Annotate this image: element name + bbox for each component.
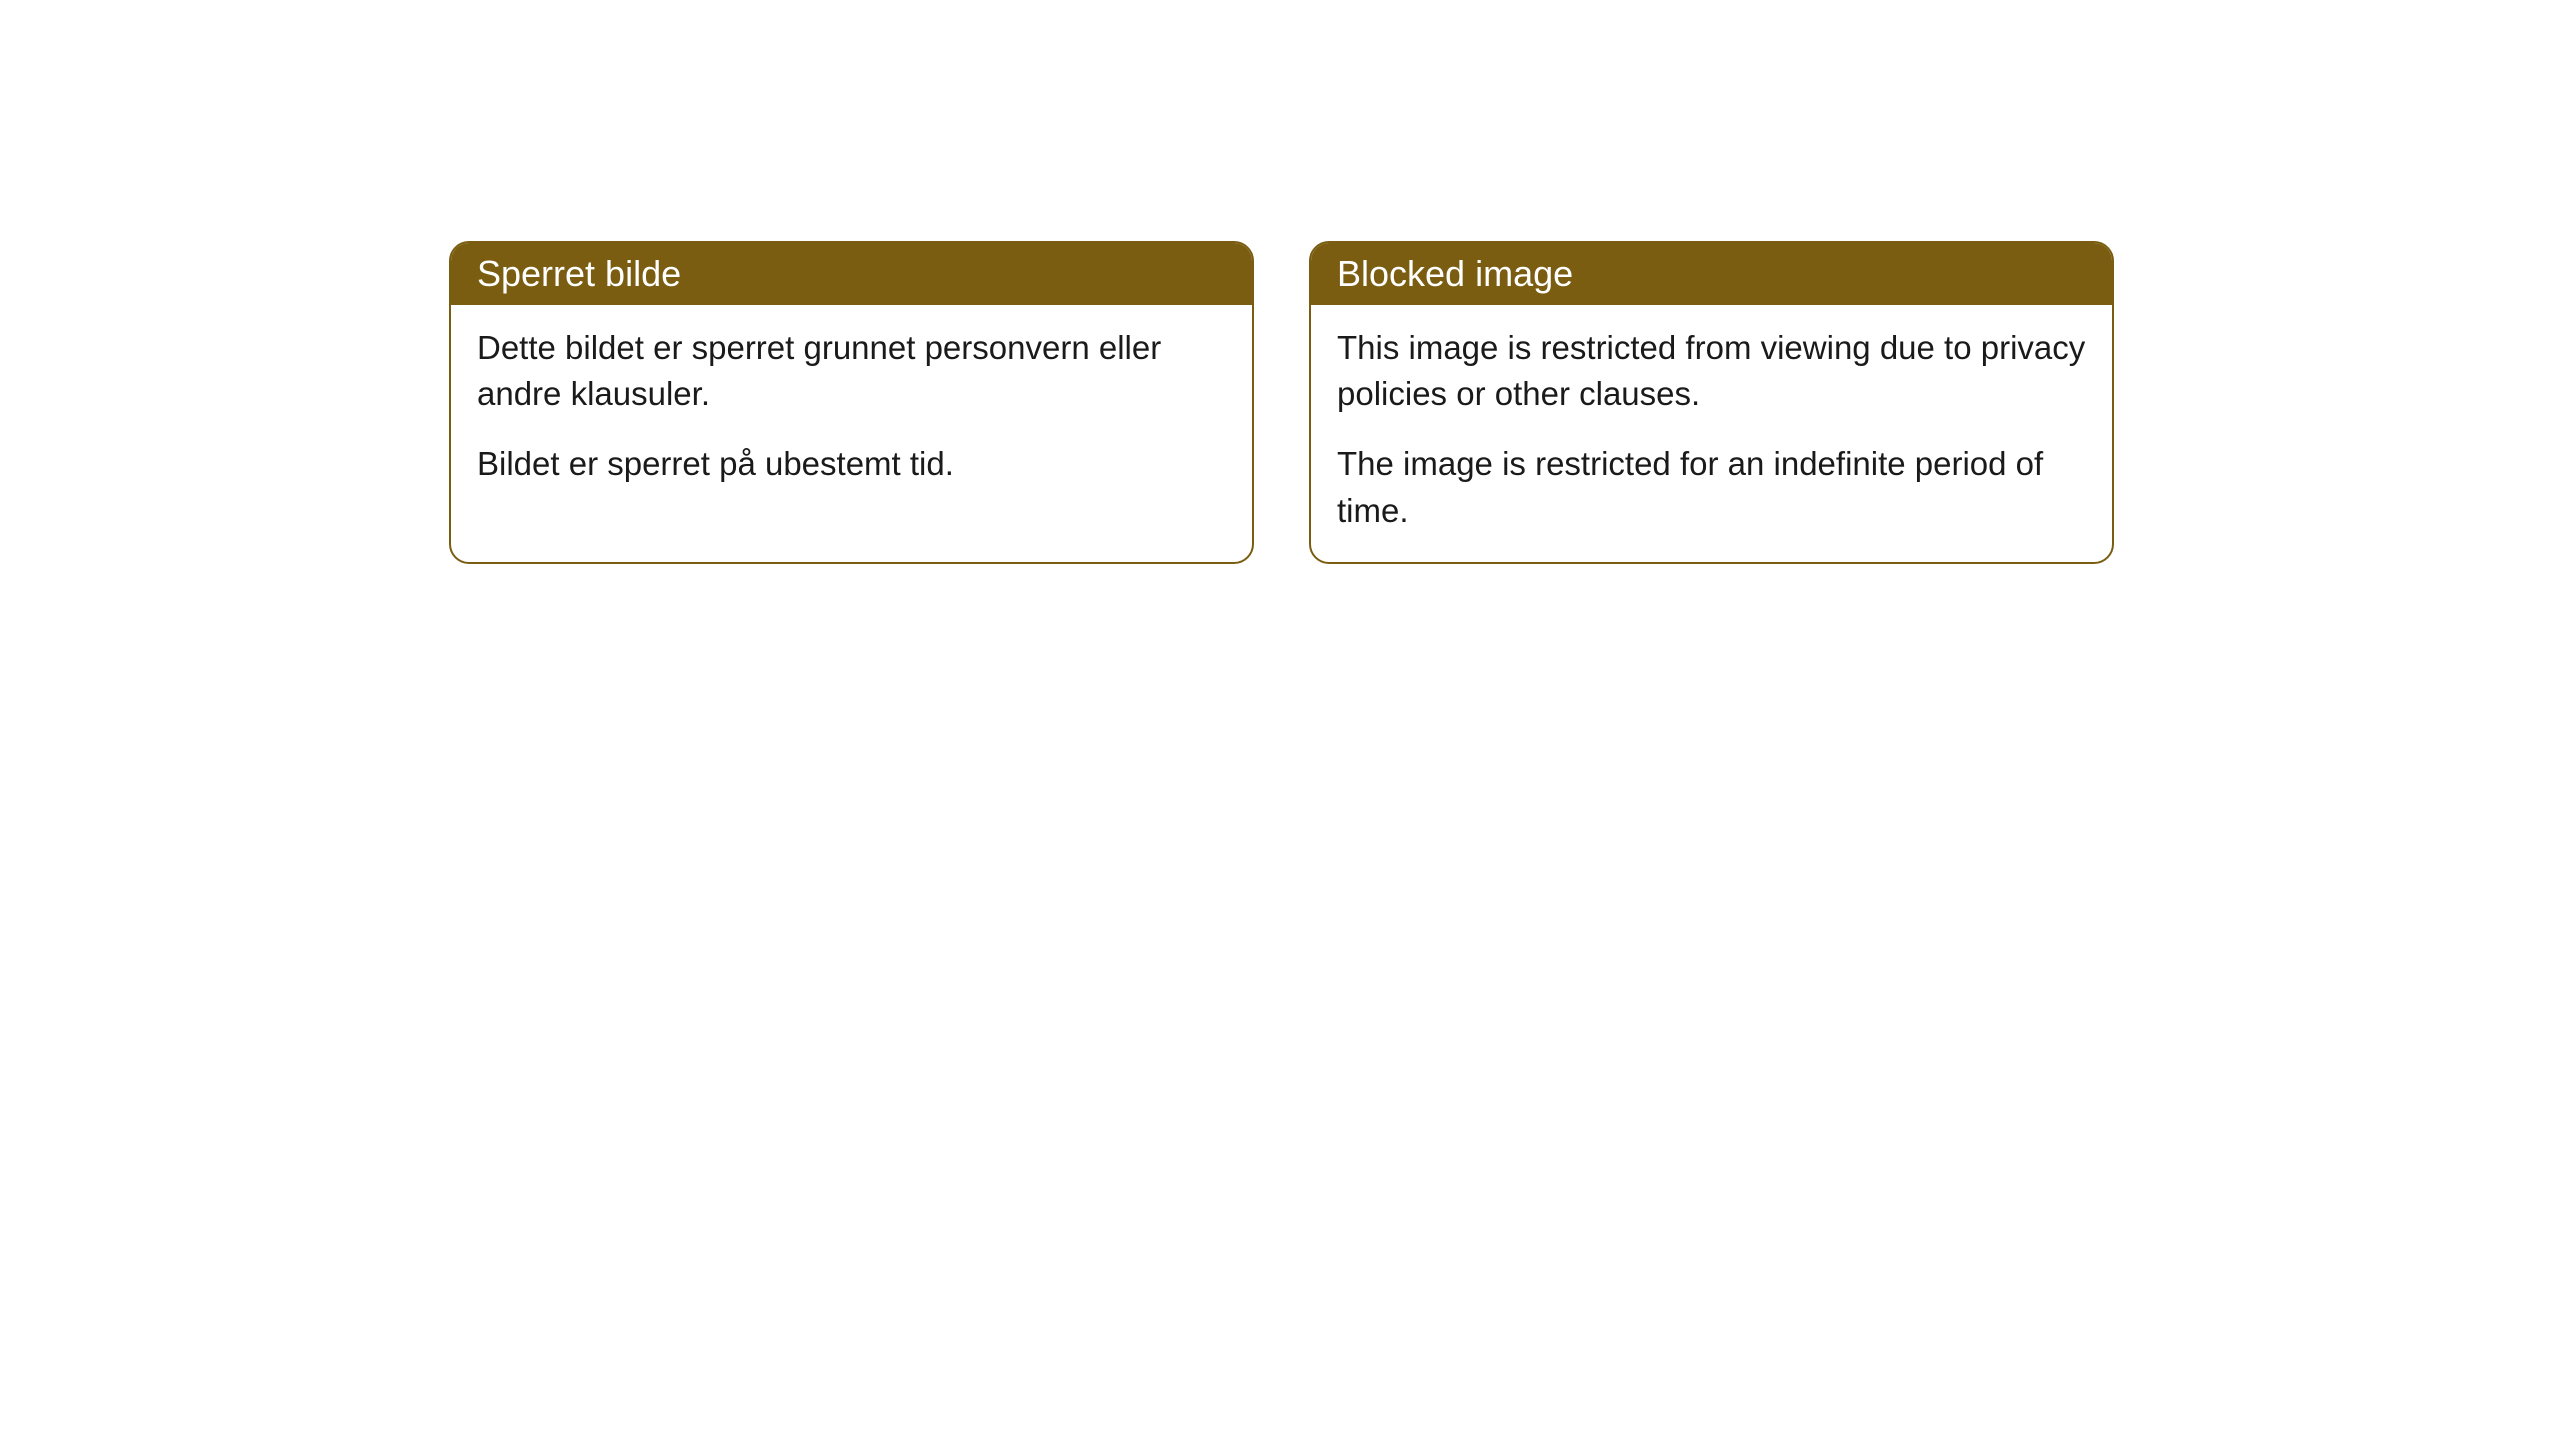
card-paragraph: This image is restricted from viewing du… — [1337, 325, 2086, 417]
card-paragraph: Bildet er sperret på ubestemt tid. — [477, 441, 1226, 487]
card-body: Dette bildet er sperret grunnet personve… — [451, 305, 1252, 516]
card-paragraph: The image is restricted for an indefinit… — [1337, 441, 2086, 533]
blocked-image-card-english: Blocked image This image is restricted f… — [1309, 241, 2114, 564]
blocked-image-card-norwegian: Sperret bilde Dette bildet er sperret gr… — [449, 241, 1254, 564]
card-container: Sperret bilde Dette bildet er sperret gr… — [449, 241, 2114, 564]
card-title: Sperret bilde — [477, 253, 681, 294]
card-body: This image is restricted from viewing du… — [1311, 305, 2112, 562]
card-paragraph: Dette bildet er sperret grunnet personve… — [477, 325, 1226, 417]
card-header: Blocked image — [1311, 243, 2112, 305]
card-title: Blocked image — [1337, 253, 1573, 294]
card-header: Sperret bilde — [451, 243, 1252, 305]
